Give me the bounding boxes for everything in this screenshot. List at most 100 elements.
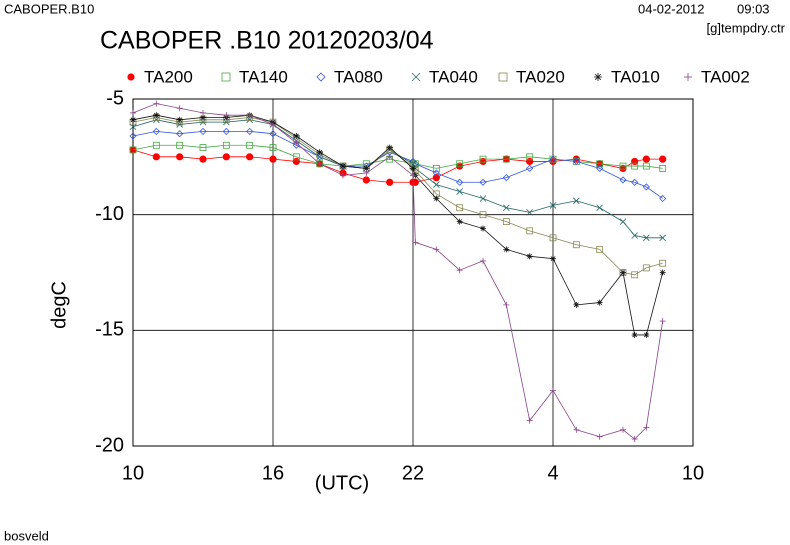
marker-dot: [222, 153, 230, 161]
marker-diamond: [631, 178, 639, 186]
marker-dot: [432, 174, 440, 182]
marker: [631, 436, 638, 443]
marker-stroke: [200, 115, 206, 120]
marker: [526, 417, 533, 424]
marker-diamond: [316, 72, 326, 82]
marker: [642, 183, 650, 191]
marker: [176, 121, 183, 128]
marker: [432, 174, 440, 182]
marker-stroke: [223, 118, 230, 126]
marker: [631, 331, 638, 338]
marker-dot: [199, 155, 207, 163]
marker-diamond: [659, 194, 667, 203]
marker-stroke: [550, 256, 556, 262]
marker: [152, 127, 160, 135]
marker: [631, 178, 639, 186]
marker-square: [502, 155, 510, 163]
marker-square: [432, 164, 440, 172]
marker: [176, 130, 184, 138]
marker-diamond: [269, 130, 277, 138]
marker: [594, 73, 602, 81]
marker: [480, 225, 486, 232]
header-time: 09:03: [737, 1, 770, 16]
marker: [549, 155, 557, 163]
marker-stroke: [433, 196, 439, 201]
marker: [386, 153, 393, 160]
marker: [152, 153, 160, 161]
marker: [433, 195, 440, 202]
marker-diamond: [549, 155, 557, 163]
marker: [631, 157, 639, 166]
marker-dot: [386, 178, 394, 186]
marker: [503, 301, 510, 308]
marker-stroke: [409, 160, 417, 168]
marker-stroke: [457, 219, 463, 224]
marker: [479, 178, 487, 186]
marker-stroke: [410, 166, 416, 171]
marker: [246, 112, 253, 119]
marker: [643, 424, 650, 431]
marker: [246, 127, 254, 135]
legend-label: TA140: [239, 67, 288, 86]
x-axis-label: (UTC): [315, 472, 369, 494]
marker: [643, 331, 650, 338]
marker: [222, 153, 230, 161]
marker: [176, 141, 184, 149]
marker: [480, 257, 486, 264]
marker-diamond: [246, 127, 254, 135]
marker: [659, 164, 667, 172]
marker: [502, 155, 510, 163]
marker: [456, 267, 463, 274]
marker-stroke: [177, 117, 183, 123]
marker-stroke: [631, 232, 638, 239]
header-file: [g]tempdry.ctr: [706, 20, 785, 35]
series-line: [132, 119, 663, 239]
marker-stroke: [526, 209, 533, 216]
marker: [526, 209, 533, 216]
marker-stroke: [619, 218, 627, 225]
marker-diamond: [572, 157, 580, 166]
marker: [573, 197, 580, 205]
marker-stroke: [660, 270, 666, 275]
marker: [619, 162, 627, 170]
marker-square: [176, 141, 184, 149]
marker-square: [502, 218, 510, 226]
marker-stroke: [130, 117, 136, 123]
marker-square: [456, 160, 464, 168]
footer: bosveld: [4, 528, 49, 543]
marker: [619, 218, 627, 225]
marker: [659, 318, 666, 325]
marker: [596, 204, 603, 212]
marker-stroke: [503, 246, 509, 252]
x-tick-label: 4: [547, 462, 558, 484]
marker-stroke: [527, 253, 533, 259]
marker: [386, 178, 394, 186]
marker-diamond: [502, 174, 510, 182]
legend-label: TA002: [701, 67, 750, 86]
marker: [200, 109, 206, 116]
marker: [176, 116, 183, 123]
marker: [293, 133, 300, 140]
legend-label: TA010: [611, 67, 660, 86]
marker: [362, 176, 370, 184]
marker-square: [572, 241, 580, 249]
marker: [631, 232, 638, 239]
marker: [596, 245, 604, 253]
marker-stroke: [176, 121, 183, 128]
marker: [199, 144, 207, 151]
marker-square: [526, 227, 534, 235]
marker: [479, 155, 487, 163]
marker-diamond: [642, 183, 650, 191]
marker-dot: [269, 155, 277, 163]
marker-stroke: [573, 302, 579, 308]
marker: [340, 163, 346, 170]
marker-stroke: [594, 73, 602, 81]
marker: [456, 178, 464, 186]
marker: [316, 160, 323, 167]
marker: [246, 153, 254, 161]
marker: [456, 160, 464, 168]
marker-square: [631, 162, 639, 170]
marker: [659, 155, 667, 163]
marker: [659, 269, 666, 276]
